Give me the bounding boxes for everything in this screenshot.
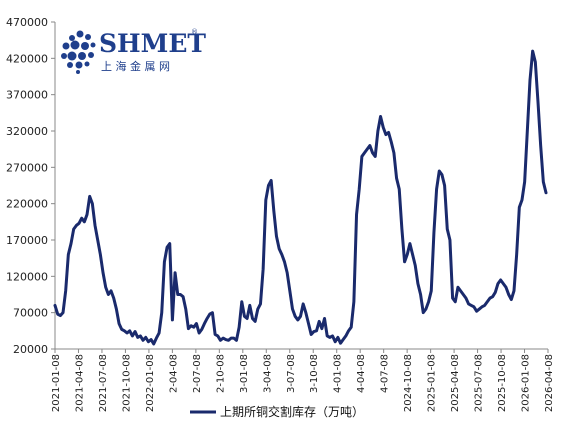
x-tick-label: 2025-01-08	[427, 354, 438, 412]
x-tick-label: 2025-10-08	[497, 354, 508, 412]
y-tick-label: 370000	[6, 89, 48, 102]
y-tick-label: 70000	[13, 307, 48, 320]
x-tick-label: 2026-01-08	[521, 354, 532, 412]
x-tick-label: 2021-07-08	[98, 354, 109, 412]
shmet-globe-logo-icon	[61, 30, 96, 74]
y-tick-label: 170000	[6, 234, 48, 247]
y-tick-label: 220000	[6, 198, 48, 211]
x-tick-label: 2025-07-08	[474, 354, 485, 412]
x-tick-label: 3-07-08	[286, 354, 297, 393]
logo-name: SHMET	[99, 29, 206, 58]
x-tick-label: 3-01-08	[239, 354, 250, 393]
legend: 上期所铜交割库存（万吨）	[190, 404, 364, 419]
x-tick-label: 2024-10-08	[403, 354, 414, 412]
shmet-logo: SHMET ® 上 海 金 属 网	[61, 28, 206, 74]
x-tick-label: 2026-04-08	[544, 354, 555, 412]
x-tick-label: 2-07-08	[192, 354, 203, 393]
x-tick-label: 4-04-08	[356, 354, 367, 393]
y-tick-label: 270000	[6, 161, 48, 174]
y-tick-label: 120000	[6, 270, 48, 283]
x-tick-label: 3-04-08	[262, 354, 273, 393]
y-tick-label: 470000	[6, 16, 48, 29]
logo-subtitle: 上 海 金 属 网	[101, 59, 170, 73]
x-tick-label: 2021-10-08	[121, 354, 132, 412]
x-tick-label: 3-10-08	[309, 354, 320, 393]
x-tick-label: 2022-01-08	[145, 354, 156, 412]
y-tick-label: 320000	[6, 125, 48, 138]
x-tick-label: 2025-04-08	[450, 354, 461, 412]
series-line-copy-stock	[53, 49, 548, 346]
x-tick-label: 4-07-08	[380, 354, 391, 393]
x-tick-label: 2021-04-08	[74, 354, 85, 412]
x-tick-label: 2-10-08	[215, 354, 226, 393]
y-tick-label: 20000	[13, 343, 48, 356]
x-tick-label: 2021-01-08	[51, 354, 62, 412]
legend-label: 上期所铜交割库存（万吨）	[220, 404, 364, 419]
y-axis: 20000 70000 120000 170000 220000 270000 320000…	[6, 16, 56, 356]
logo-registered-mark: ®	[191, 28, 198, 36]
x-tick-label: 2-04-08	[168, 354, 179, 393]
x-axis: 2021-01-08 2021-04-08 2021-07-08 2021-10-08…	[51, 348, 555, 412]
x-tick-label: 4-01-08	[333, 354, 344, 393]
y-tick-label: 420000	[6, 52, 48, 65]
